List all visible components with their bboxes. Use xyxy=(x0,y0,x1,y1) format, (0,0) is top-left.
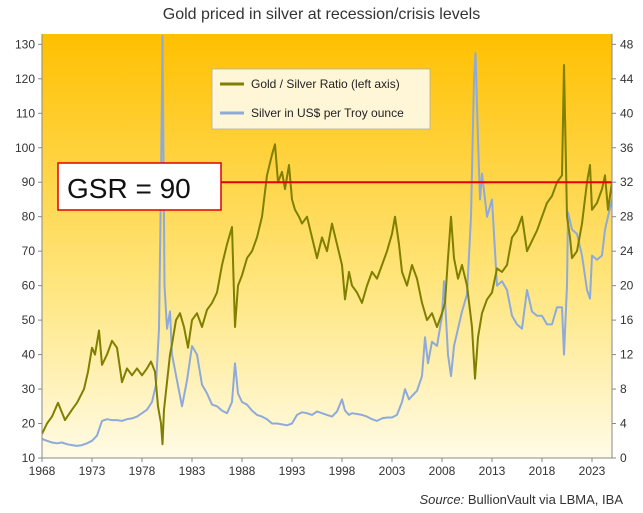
x-tick-label: 1973 xyxy=(79,464,106,478)
source-text: BullionVault via LBMA, IBA xyxy=(467,492,623,507)
x-tick-label: 1998 xyxy=(329,464,356,478)
series-line-gold-silver-ratio xyxy=(42,64,612,446)
x-tick-label: 1978 xyxy=(129,464,156,478)
y-left-tick-label: 10 xyxy=(22,451,36,465)
x-tick-label: 2018 xyxy=(529,464,556,478)
y-right-tick-label: 32 xyxy=(620,175,634,189)
chart-title: Gold priced in silver at recession/crisi… xyxy=(162,6,481,23)
y-right-tick-label: 0 xyxy=(620,451,627,465)
gsr-annotation: GSR = 90 xyxy=(57,162,222,211)
x-tick-label: 1968 xyxy=(29,464,56,478)
y-right-tick-label: 4 xyxy=(620,417,627,431)
x-tick-label: 1983 xyxy=(179,464,206,478)
y-left-tick-label: 40 xyxy=(22,348,36,362)
gsr-annotation-label: GSR = 90 xyxy=(67,173,191,204)
y-left-tick-label: 110 xyxy=(16,106,35,120)
y-right-tick-label: 44 xyxy=(620,72,634,86)
x-tick-label: 2008 xyxy=(429,464,456,478)
x-tick-label: 2013 xyxy=(479,464,506,478)
y-left-tick-label: 50 xyxy=(22,313,36,327)
x-tick-label: 1988 xyxy=(229,464,256,478)
y-right-tick-label: 16 xyxy=(620,313,634,327)
y-right-tick-label: 20 xyxy=(620,279,634,293)
y-left-tick-label: 30 xyxy=(22,382,36,396)
y-left-tick-label: 60 xyxy=(22,279,36,293)
y-left-tick-label: 120 xyxy=(15,72,35,86)
x-tick-label: 2003 xyxy=(379,464,406,478)
legend: Gold / Silver Ratio (left axis) Silver i… xyxy=(211,68,431,130)
y-left-tick-label: 130 xyxy=(15,37,35,51)
chart-source: Source: BullionVault via LBMA, IBA xyxy=(419,492,623,507)
y-left-tick-label: 70 xyxy=(22,244,36,258)
y-right-tick-label: 28 xyxy=(620,210,634,224)
legend-box xyxy=(211,68,431,130)
y-right-tick-label: 24 xyxy=(620,244,634,258)
y-right-tick-label: 8 xyxy=(620,382,627,396)
gsr-annotation-box xyxy=(57,162,222,211)
x-tick-label: 2023 xyxy=(579,464,606,478)
y-left-tick-label: 80 xyxy=(22,210,36,224)
y-right-tick-label: 40 xyxy=(620,106,634,120)
y-left-tick-label: 90 xyxy=(22,175,36,189)
legend-label-gold-silver-ratio: Gold / Silver Ratio (left axis) xyxy=(251,77,400,91)
y-right-tick-label: 36 xyxy=(620,141,634,155)
x-tick-label: 1993 xyxy=(279,464,306,478)
y-left-tick-label: 20 xyxy=(22,417,36,431)
legend-label-silver-price: Silver in US$ per Troy ounce xyxy=(251,106,404,120)
source-label: Source: xyxy=(419,492,465,507)
y-right-tick-label: 12 xyxy=(620,348,634,362)
y-left-tick-label: 100 xyxy=(15,141,35,155)
y-right-tick-label: 48 xyxy=(620,37,634,51)
series-line-silver-price xyxy=(42,34,612,447)
